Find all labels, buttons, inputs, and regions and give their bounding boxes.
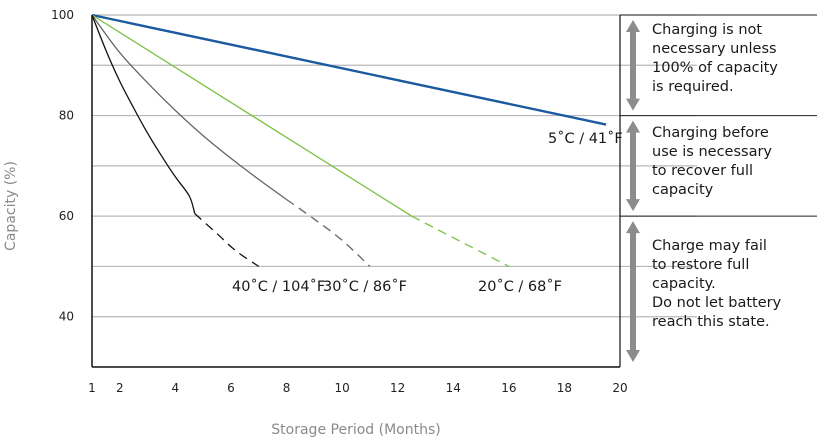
x-tick-label: 6 bbox=[227, 381, 235, 395]
x-tick-label: 12 bbox=[390, 381, 405, 395]
region-arrow-head-down bbox=[626, 199, 640, 212]
y-tick-label: 80 bbox=[59, 109, 74, 123]
x-axis-title: Storage Period (Months) bbox=[271, 422, 440, 438]
series-dashed-1 bbox=[411, 215, 510, 267]
series-label: 30˚C / 86˚F bbox=[323, 278, 407, 295]
series-line-2 bbox=[91, 14, 287, 201]
series-dashed-3 bbox=[194, 213, 260, 267]
region-annotation-text: Charge may fail to restore full capacity… bbox=[652, 238, 782, 330]
x-tick-label: 20 bbox=[612, 381, 627, 395]
series-line-3 bbox=[91, 14, 196, 214]
x-tick-label: 10 bbox=[334, 381, 349, 395]
region-annotation-text: Charging before use is necessary to reco… bbox=[652, 125, 773, 198]
region-arrow-head-up bbox=[626, 221, 640, 234]
x-tick-label: 4 bbox=[172, 381, 180, 395]
x-tick-label: 2 bbox=[116, 381, 124, 395]
series-label: 20˚C / 68˚F bbox=[478, 278, 562, 295]
y-tick-label: 100 bbox=[51, 8, 74, 22]
x-tick-label: 18 bbox=[557, 381, 572, 395]
y-tick-label: 60 bbox=[59, 209, 74, 223]
series-label: 5˚C / 41˚F bbox=[548, 130, 623, 147]
region-arrow-head-up bbox=[626, 120, 640, 133]
y-tick-label: 40 bbox=[59, 310, 74, 324]
series-line-1 bbox=[91, 14, 412, 217]
y-axis-title: Capacity (%) bbox=[3, 161, 19, 251]
x-tick-label: 1 bbox=[88, 381, 96, 395]
series-label: 40˚C / 104˚F bbox=[232, 278, 325, 295]
series-line-0 bbox=[91, 13, 607, 126]
region-arrow-head-down bbox=[626, 98, 640, 111]
x-tick-label: 8 bbox=[283, 381, 291, 395]
region-arrow-head-up bbox=[626, 20, 640, 32]
series-dashed-2 bbox=[286, 198, 371, 267]
x-tick-label: 16 bbox=[501, 381, 516, 395]
region-arrow-head-down bbox=[626, 350, 640, 362]
x-tick-label: 14 bbox=[446, 381, 461, 395]
region-annotation-text: Charging is not necessary unless 100% of… bbox=[652, 22, 778, 95]
